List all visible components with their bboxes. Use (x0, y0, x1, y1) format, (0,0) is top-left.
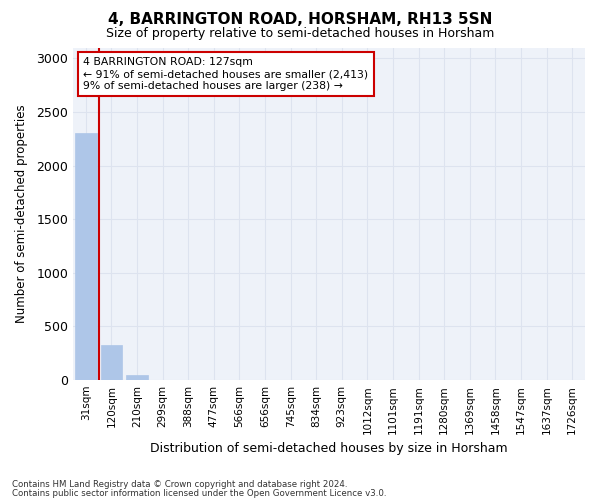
Bar (126, 374, 148, 380)
Text: Size of property relative to semi-detached houses in Horsham: Size of property relative to semi-detach… (106, 28, 494, 40)
Bar (75, 134, 97, 380)
Text: 4, BARRINGTON ROAD, HORSHAM, RH13 5SN: 4, BARRINGTON ROAD, HORSHAM, RH13 5SN (108, 12, 492, 28)
Y-axis label: Number of semi-detached properties: Number of semi-detached properties (15, 104, 28, 323)
Text: 4 BARRINGTON ROAD: 127sqm
← 91% of semi-detached houses are smaller (2,413)
9% o: 4 BARRINGTON ROAD: 127sqm ← 91% of semi-… (83, 58, 368, 90)
Bar (101, 344, 122, 380)
X-axis label: Distribution of semi-detached houses by size in Horsham: Distribution of semi-detached houses by … (150, 442, 508, 455)
Text: Contains public sector information licensed under the Open Government Licence v3: Contains public sector information licen… (12, 488, 386, 498)
Text: Contains HM Land Registry data © Crown copyright and database right 2024.: Contains HM Land Registry data © Crown c… (12, 480, 347, 489)
